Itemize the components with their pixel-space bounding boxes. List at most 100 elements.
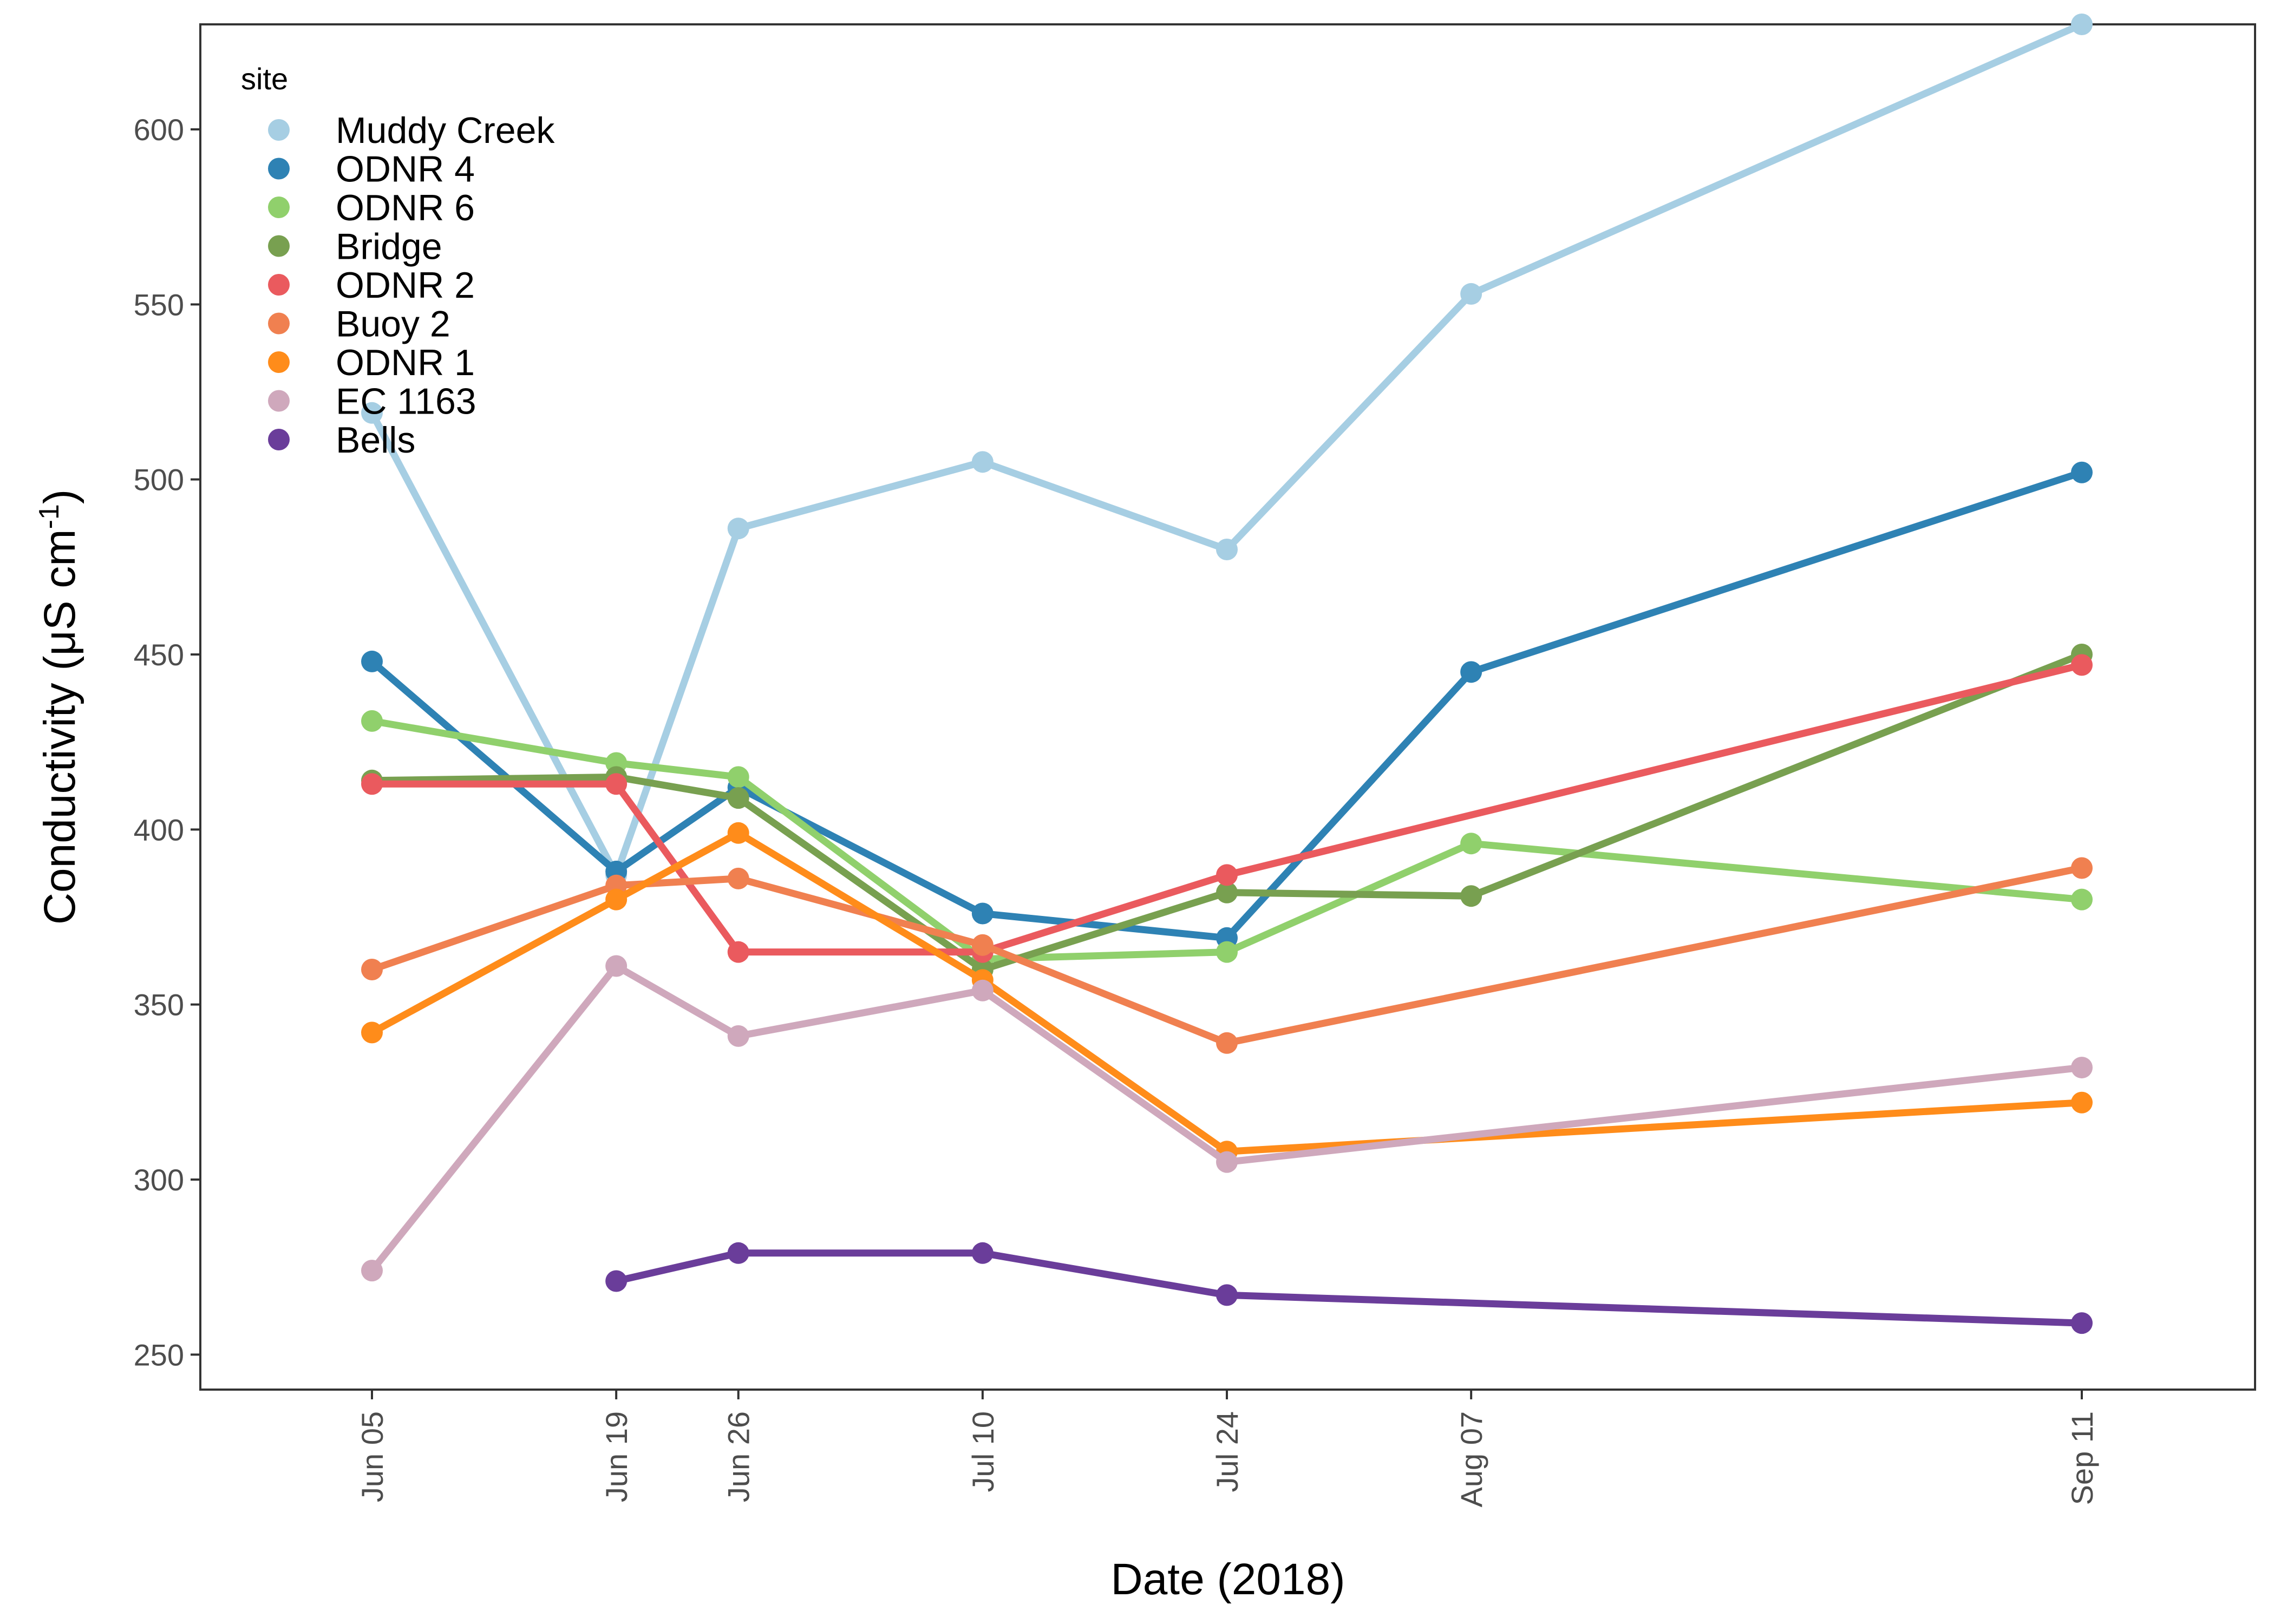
data-point — [1216, 539, 1238, 560]
legend-label: ODNR 6 — [336, 187, 475, 228]
data-point — [361, 959, 383, 980]
legend-key — [268, 312, 290, 335]
data-point — [361, 773, 383, 795]
data-point — [971, 451, 994, 473]
legend-key — [268, 274, 290, 296]
data-point — [1216, 881, 1238, 903]
y-tick-label: 450 — [134, 638, 184, 672]
data-point — [2071, 857, 2093, 879]
data-point — [361, 710, 383, 732]
data-point — [1460, 885, 1482, 907]
data-point — [1216, 1284, 1238, 1306]
data-point — [971, 902, 994, 925]
data-point — [361, 650, 383, 672]
legend-item: Bridge — [268, 226, 442, 267]
legend-label: EC 1163 — [336, 381, 476, 422]
legend-label: ODNR 4 — [336, 149, 475, 190]
data-point — [2071, 1091, 2093, 1114]
x-tick-label: Jul 10 — [966, 1411, 1000, 1492]
y-tick-label: 500 — [134, 463, 184, 497]
data-point — [727, 1025, 749, 1047]
legend-item: EC 1163 — [268, 381, 476, 422]
y-axis-title-close: ) — [35, 489, 84, 504]
legend-key — [268, 429, 290, 450]
data-point — [2071, 1057, 2093, 1079]
series-group — [361, 654, 2093, 963]
legend-item: ODNR 2 — [268, 265, 475, 306]
legend-key — [268, 197, 290, 218]
legend-label: Bridge — [336, 226, 442, 267]
data-point — [727, 766, 749, 788]
legend-key — [268, 158, 290, 180]
x-axis: Jun 05 Jun 19 Jun 26 Jul 10 Jul 24 Aug 07 Sep … — [355, 1390, 2099, 1508]
y-tick-label: 600 — [134, 113, 184, 147]
data-point — [1460, 661, 1482, 683]
legend-key — [268, 390, 290, 412]
data-point — [1216, 1032, 1238, 1054]
data-point — [2071, 1312, 2093, 1334]
series-line — [368, 864, 2086, 1047]
legend-key — [268, 235, 290, 257]
data-point — [1216, 941, 1238, 963]
series-line — [368, 962, 2086, 1274]
data-point — [605, 955, 628, 977]
data-point — [971, 979, 994, 1001]
series-layer — [361, 14, 2093, 1334]
data-point — [605, 1270, 628, 1292]
data-point — [727, 822, 749, 844]
data-point — [1460, 833, 1482, 855]
legend-item: ODNR 6 — [268, 187, 475, 228]
legend-label: Buoy 2 — [336, 304, 450, 345]
y-tick-label: 300 — [134, 1163, 184, 1197]
data-point — [361, 1260, 383, 1282]
data-point — [727, 867, 749, 889]
data-point — [605, 888, 628, 911]
x-tick-label: Jun 26 — [722, 1411, 756, 1502]
x-tick-label: Jun 19 — [599, 1411, 633, 1502]
legend-title: site — [241, 62, 288, 96]
legend-label: ODNR 1 — [336, 342, 475, 383]
data-point — [727, 941, 749, 963]
x-tick-label: Aug 07 — [1454, 1411, 1488, 1508]
series-group — [361, 955, 2093, 1282]
legend-item: Bells — [268, 420, 415, 461]
y-axis-title-superscript: -1 — [34, 504, 65, 529]
x-tick-label: Sep 11 — [2065, 1411, 2099, 1505]
data-point — [361, 402, 383, 424]
data-point — [727, 518, 749, 540]
data-point — [1460, 283, 1482, 305]
data-point — [2071, 654, 2093, 676]
legend-item: Muddy Creek — [268, 110, 555, 151]
legend-item: ODNR 1 — [268, 342, 475, 383]
data-point — [1216, 1151, 1238, 1173]
series-line — [368, 661, 2086, 956]
legend-key — [268, 351, 290, 373]
data-point — [1216, 864, 1238, 886]
y-axis-title-text: Conductivity (μS cm — [35, 529, 84, 925]
data-point — [727, 1242, 749, 1264]
y-tick-label: 250 — [134, 1338, 184, 1372]
legend-label: Bells — [336, 420, 415, 461]
data-point — [971, 1242, 994, 1264]
legend-label: ODNR 2 — [336, 265, 475, 306]
legend-item: Buoy 2 — [268, 304, 450, 345]
data-point — [727, 787, 749, 809]
x-tick-label: Jun 05 — [355, 1411, 389, 1502]
data-point — [2071, 461, 2093, 483]
data-point — [2071, 14, 2093, 35]
data-point — [605, 773, 628, 795]
x-axis-title: Date (2018) — [1110, 1555, 1345, 1604]
x-tick-label: Jul 24 — [1210, 1411, 1244, 1492]
y-tick-label: 550 — [134, 287, 184, 322]
y-axis: 250 300 350 400 450 500 550 600 — [134, 113, 200, 1372]
y-axis-title: Conductivity (μS cm-1) — [34, 489, 84, 925]
series-group — [605, 1242, 2093, 1334]
legend-item: ODNR 4 — [268, 149, 475, 190]
y-tick-label: 400 — [134, 813, 184, 847]
legend-label: Muddy Creek — [336, 110, 555, 151]
y-tick-label: 350 — [134, 988, 184, 1022]
legend-key — [268, 119, 290, 141]
